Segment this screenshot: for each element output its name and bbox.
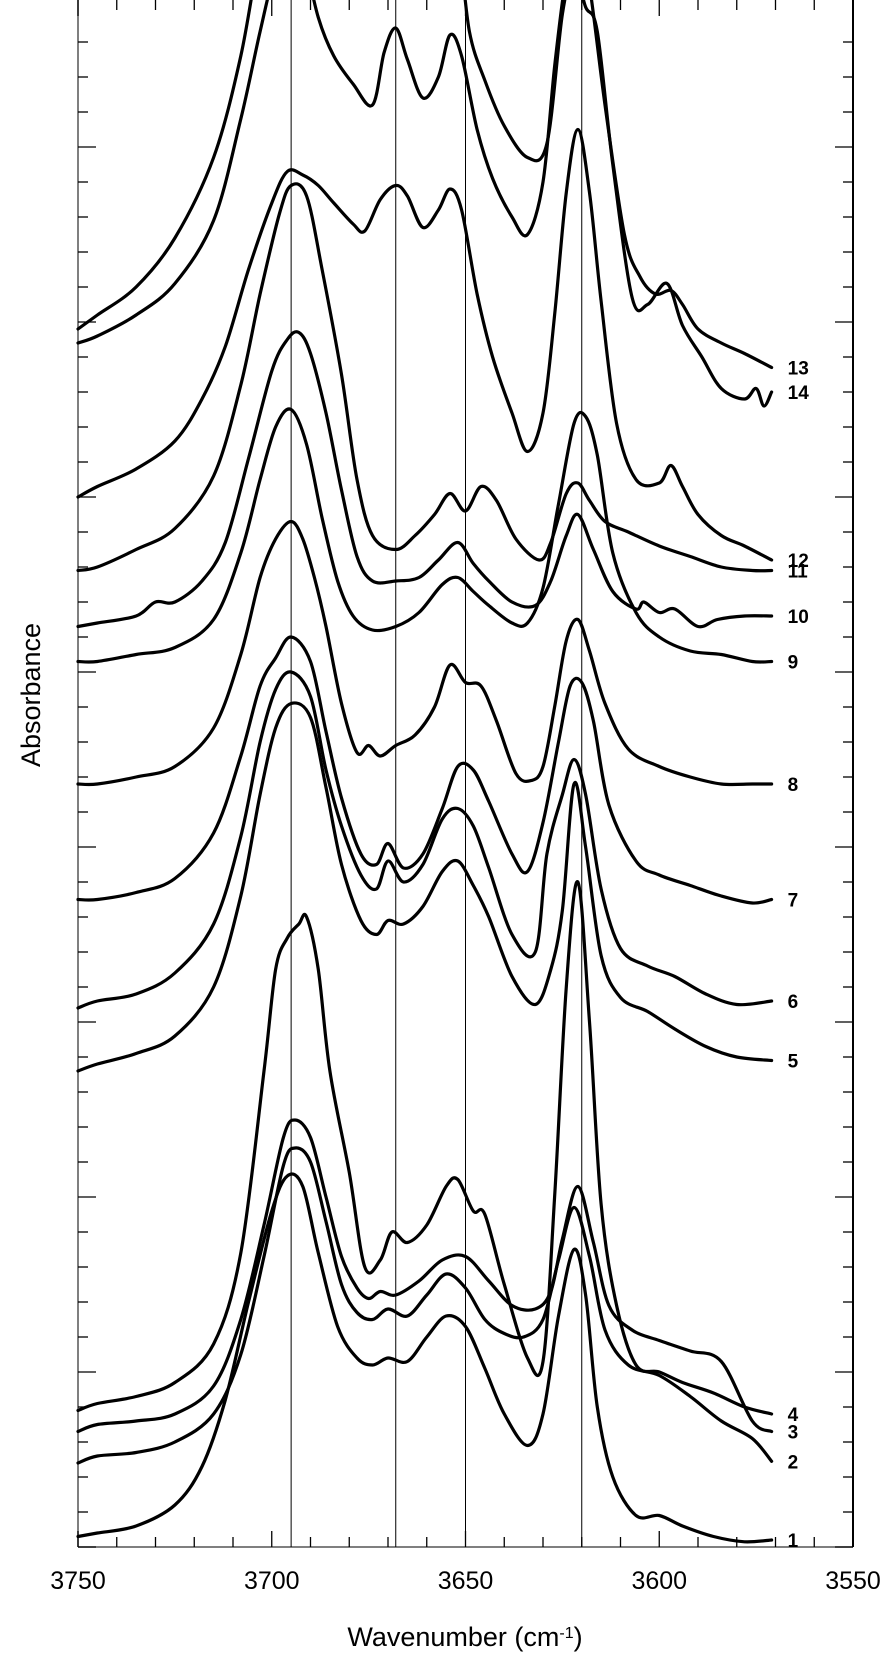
spectrum-curve-4 [76, 880, 774, 1416]
x-tick-label: 3600 [631, 1567, 687, 1595]
spectrum-curve-8 [76, 519, 774, 787]
series-label-2: 2 [788, 1452, 799, 1473]
series-label-10: 10 [788, 607, 809, 628]
spectrum-curve-7 [76, 635, 774, 905]
series-label-8: 8 [788, 775, 799, 796]
spectrum-curve-13 [76, 0, 774, 370]
series-label-9: 9 [788, 653, 799, 674]
series-label-1: 1 [788, 1531, 799, 1552]
spectrum-curve-9 [76, 407, 774, 664]
spectrum-curve-6 [76, 670, 774, 1010]
x-axis-title: Wavenumber (cm-1) [347, 1622, 582, 1652]
x-tick-label: 3650 [438, 1567, 494, 1595]
series-label-3: 3 [788, 1423, 799, 1444]
x-tick-label: 3750 [50, 1567, 106, 1595]
series-label-14: 14 [788, 383, 810, 404]
plot-frame [77, 0, 854, 1548]
spectrum-curve-3 [76, 1118, 774, 1434]
series-label-4: 4 [788, 1405, 799, 1426]
spectrum-curve-10 [76, 330, 774, 629]
spectrum-curve-12 [76, 127, 774, 562]
series-label-13: 13 [788, 359, 809, 380]
spectrum-curve-14 [76, 0, 774, 408]
x-tick-label: 3550 [825, 1567, 881, 1595]
spectra-curves [76, 0, 774, 1544]
series-label-6: 6 [788, 992, 799, 1013]
y-axis-title: Absorbance [16, 623, 46, 767]
series-label-11: 11 [788, 562, 809, 583]
spectrum-curve-1 [76, 1172, 774, 1544]
x-tick-label: 3700 [244, 1567, 300, 1595]
series-label-5: 5 [788, 1052, 799, 1073]
spectrum-curve-5 [76, 701, 774, 1073]
series-label-7: 7 [788, 891, 799, 912]
x-axis-tick-labels: 3750 3700 3650 3600 3550 [50, 1567, 881, 1595]
series-label-12: 12 [788, 551, 809, 572]
spectrum-curve-11 [76, 182, 774, 573]
spectrum-curve-2 [76, 1146, 774, 1465]
